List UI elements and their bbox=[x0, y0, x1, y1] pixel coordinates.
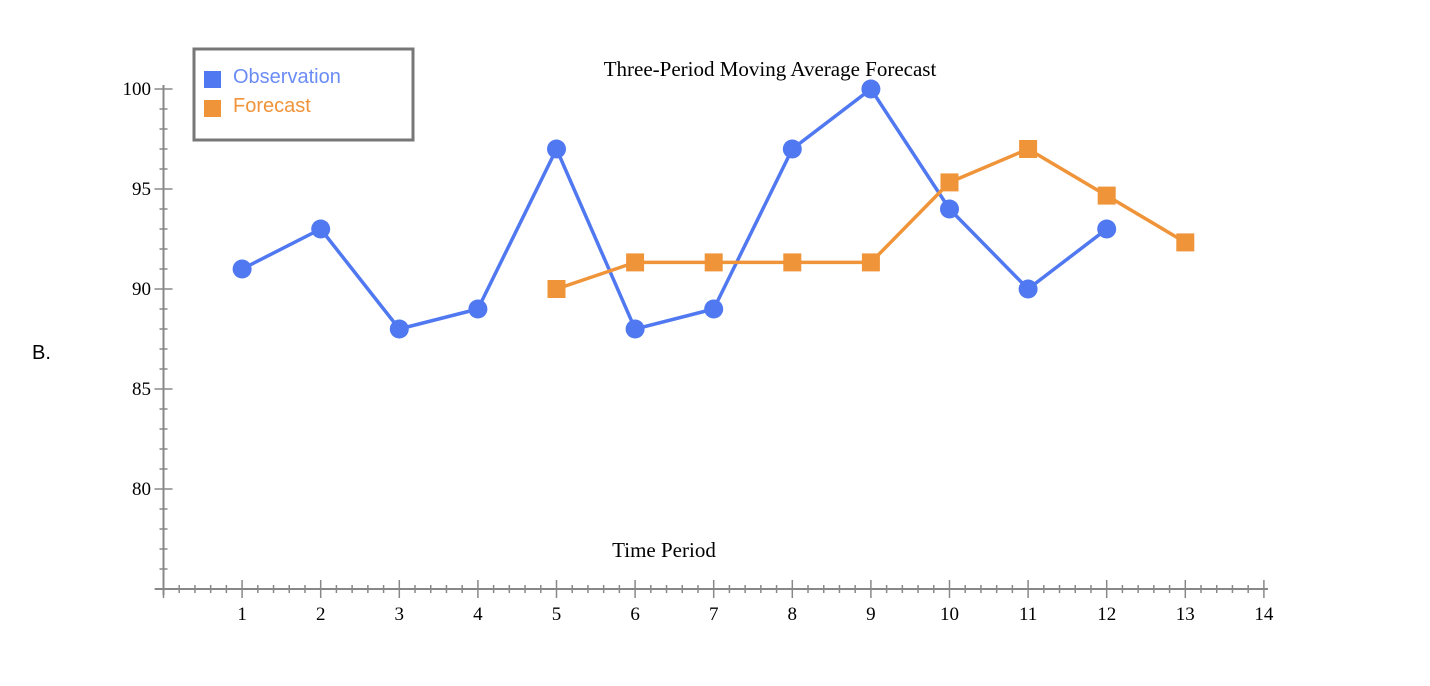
forecast-point bbox=[1097, 186, 1116, 205]
x-tick-label: 10 bbox=[940, 604, 959, 625]
x-tick-label: 6 bbox=[630, 604, 640, 625]
forecast-point bbox=[861, 253, 880, 272]
x-tick-label: 7 bbox=[709, 604, 719, 625]
y-tick-label: 90 bbox=[132, 279, 151, 300]
x-tick-label: 4 bbox=[473, 604, 483, 625]
observation-point bbox=[861, 79, 881, 99]
legend-swatch-observation bbox=[204, 71, 221, 88]
observation-point bbox=[1097, 219, 1117, 239]
x-tick-label: 3 bbox=[395, 604, 405, 625]
observation-point bbox=[782, 139, 802, 159]
y-tick-label: 85 bbox=[132, 379, 151, 400]
legend-box bbox=[192, 47, 415, 142]
x-tick-label: 14 bbox=[1254, 604, 1274, 625]
option-label: B. bbox=[32, 342, 51, 364]
x-tick-label: 13 bbox=[1176, 604, 1195, 625]
series-layer bbox=[232, 79, 1195, 339]
x-tick-label: 2 bbox=[316, 604, 326, 625]
x-tick-label: 12 bbox=[1097, 604, 1116, 625]
observation-point bbox=[547, 139, 566, 159]
x-tick-label: 9 bbox=[866, 604, 876, 625]
forecast-point bbox=[626, 253, 645, 272]
y-tick-label: 80 bbox=[132, 479, 151, 500]
observation-point bbox=[940, 199, 959, 219]
chart-title: Three-Period Moving Average Forecast bbox=[604, 57, 937, 81]
observation-point bbox=[232, 259, 252, 279]
observation-point bbox=[704, 299, 724, 319]
series-line-observation bbox=[241, 87, 1108, 331]
x-tick-label: 1 bbox=[237, 604, 247, 625]
x-tick-label: 5 bbox=[552, 604, 562, 625]
legend-swatch-forecast bbox=[204, 100, 221, 117]
observation-point bbox=[311, 219, 331, 239]
observation-point bbox=[468, 299, 488, 319]
observation-point bbox=[625, 319, 645, 339]
legend-label-observation: Observation bbox=[233, 66, 341, 88]
y-tick-label: 100 bbox=[123, 79, 152, 100]
forecast-point bbox=[1176, 233, 1195, 252]
forecast-point bbox=[940, 173, 959, 192]
y-tick-label: 95 bbox=[132, 179, 151, 200]
forecast-point bbox=[783, 253, 802, 272]
forecast-point bbox=[547, 280, 566, 298]
observation-point bbox=[1018, 279, 1038, 299]
x-tick-label: 8 bbox=[788, 604, 798, 625]
legend: Observation Forecast bbox=[192, 47, 415, 142]
x-tick-label: 11 bbox=[1019, 604, 1037, 625]
forecast-point bbox=[704, 253, 723, 272]
x-axis-label: Time Period bbox=[612, 538, 716, 562]
forecast-point bbox=[1019, 140, 1038, 158]
observation-point bbox=[389, 319, 409, 339]
legend-label-forecast: Forecast bbox=[233, 95, 311, 117]
